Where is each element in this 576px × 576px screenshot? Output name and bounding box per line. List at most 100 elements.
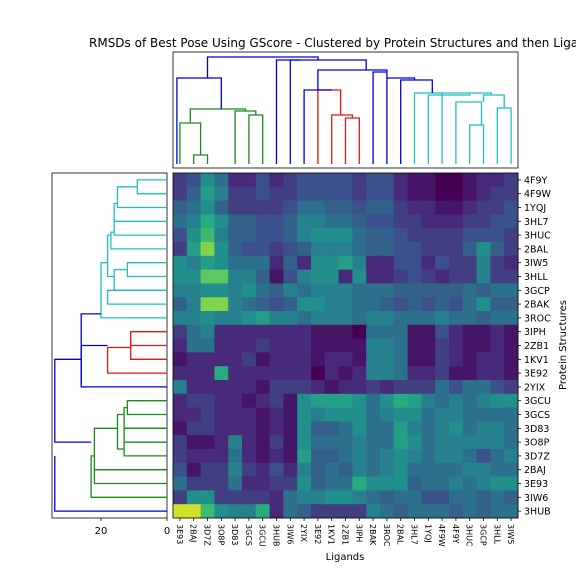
heatmap-cell xyxy=(407,490,422,505)
heatmap-cell xyxy=(269,490,284,505)
heatmap-cell xyxy=(283,490,298,505)
row-label: 4F9W xyxy=(524,189,552,200)
heatmap-cell xyxy=(449,311,464,326)
heatmap-cell xyxy=(338,352,353,367)
heatmap-cell xyxy=(449,462,464,477)
heatmap-cell xyxy=(297,311,312,326)
dendrogram-link xyxy=(116,413,125,450)
heatmap-cell xyxy=(255,462,270,477)
heatmap-cell xyxy=(504,504,519,519)
column-label: 3IPH xyxy=(354,524,363,542)
heatmap-cell xyxy=(435,324,450,339)
heatmap-cell xyxy=(393,228,408,243)
heatmap-cell xyxy=(366,242,381,257)
heatmap-cell xyxy=(297,504,312,519)
row-label: 3IPH xyxy=(524,327,546,338)
dendrogram-link xyxy=(110,231,167,250)
heatmap-cell xyxy=(200,200,215,215)
heatmap-cell xyxy=(269,407,284,422)
heatmap-cell xyxy=(504,476,519,491)
heatmap-cell xyxy=(462,421,477,436)
heatmap-cell xyxy=(449,366,464,381)
heatmap-cell xyxy=(228,228,243,243)
heatmap-cell xyxy=(200,297,215,312)
column-label: 1KV1 xyxy=(327,524,336,545)
column-label: 3HUC xyxy=(465,524,474,547)
heatmap-cells xyxy=(173,173,519,519)
row-label: 3HUB xyxy=(524,507,551,518)
heatmap-cell xyxy=(214,242,229,257)
heatmap-cell xyxy=(242,490,257,505)
heatmap-cell xyxy=(421,283,436,298)
heatmap-cell xyxy=(462,311,477,326)
heatmap-cell xyxy=(324,242,339,257)
heatmap-cell xyxy=(255,490,270,505)
heatmap-cell xyxy=(269,393,284,408)
heatmap-cell xyxy=(324,297,339,312)
heatmap-cell xyxy=(173,255,188,270)
heatmap-cell xyxy=(186,393,201,408)
heatmap-cell xyxy=(449,255,464,270)
heatmap-cell xyxy=(490,269,505,284)
heatmap-cell xyxy=(490,228,505,243)
heatmap-cell xyxy=(504,421,519,436)
heatmap-cell xyxy=(476,173,491,188)
heatmap-cell xyxy=(352,490,367,505)
heatmap-cell xyxy=(269,186,284,201)
heatmap-cell xyxy=(324,283,339,298)
heatmap-cell xyxy=(366,476,381,491)
heatmap-cell xyxy=(435,255,450,270)
heatmap-cell xyxy=(269,255,284,270)
heatmap-cell xyxy=(393,255,408,270)
heatmap-cell xyxy=(283,366,298,381)
heatmap-cell xyxy=(380,269,395,284)
heatmap-cell xyxy=(173,462,188,477)
heatmap-cell xyxy=(186,228,201,243)
heatmap-cell xyxy=(490,186,505,201)
column-label: 3IW6 xyxy=(285,524,294,544)
heatmap-cell xyxy=(324,407,339,422)
heatmap-cell xyxy=(449,490,464,505)
dendrogram-link xyxy=(80,344,167,388)
heatmap-cell xyxy=(435,283,450,298)
heatmap-cell xyxy=(269,297,284,312)
heatmap-cell xyxy=(380,283,395,298)
heatmap-cell xyxy=(255,476,270,491)
heatmap-cell xyxy=(421,449,436,464)
heatmap-cell xyxy=(476,255,491,270)
dendrogram-link xyxy=(106,289,167,305)
heatmap-cell xyxy=(228,324,243,339)
heatmap-cell xyxy=(407,173,422,188)
heatmap-cell xyxy=(297,449,312,464)
heatmap-cell xyxy=(255,214,270,229)
y-axis-label: Protein Structures xyxy=(558,300,569,390)
heatmap-cell xyxy=(462,449,477,464)
heatmap-cell xyxy=(297,200,312,215)
heatmap-cell xyxy=(490,242,505,257)
heatmap-cell xyxy=(228,297,243,312)
heatmap-cell xyxy=(435,393,450,408)
heatmap-cell xyxy=(269,228,284,243)
heatmap-cell xyxy=(242,366,257,381)
heatmap-cell xyxy=(255,283,270,298)
heatmap-cell xyxy=(269,380,284,395)
heatmap-cell xyxy=(214,476,229,491)
dendrogram-link xyxy=(93,427,167,471)
dendrogram-link xyxy=(193,154,209,164)
heatmap-cell xyxy=(393,435,408,450)
heatmap-cell xyxy=(228,200,243,215)
dendrogram-link xyxy=(317,69,388,90)
heatmap-cell xyxy=(421,476,436,491)
column-label: 2BAK xyxy=(368,524,377,546)
heatmap-cell xyxy=(380,476,395,491)
heatmap-cell xyxy=(200,407,215,422)
heatmap-cell xyxy=(504,200,519,215)
heatmap-cell xyxy=(435,173,450,188)
heatmap-cell xyxy=(435,462,450,477)
heatmap-cell xyxy=(186,297,201,312)
heatmap-cell xyxy=(228,352,243,367)
column-label: 4F9Y xyxy=(451,524,460,544)
row-label: 3IW6 xyxy=(524,493,548,504)
heatmap-cell xyxy=(476,421,491,436)
